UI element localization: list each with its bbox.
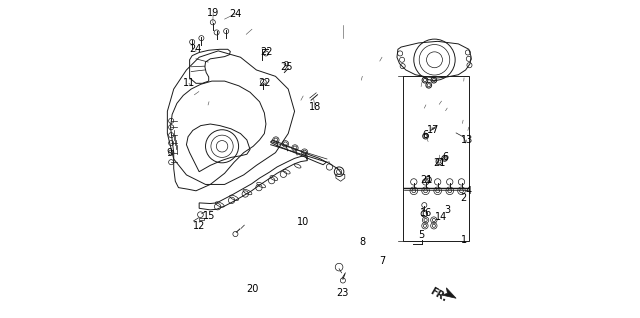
Text: 25: 25	[281, 62, 293, 73]
Text: 17: 17	[427, 125, 440, 135]
Text: 20: 20	[246, 284, 258, 294]
Text: 14: 14	[435, 212, 447, 222]
Text: 3: 3	[444, 205, 451, 215]
Text: 7: 7	[379, 256, 385, 266]
Text: 11: 11	[183, 78, 195, 88]
Text: 4: 4	[466, 186, 472, 196]
Text: 8: 8	[359, 237, 365, 247]
Text: FR.: FR.	[428, 286, 449, 304]
Polygon shape	[442, 288, 456, 298]
Text: 21: 21	[420, 175, 433, 185]
Text: 22: 22	[260, 46, 273, 57]
Text: 15: 15	[203, 211, 215, 221]
Text: 19: 19	[207, 8, 220, 18]
Text: 10: 10	[297, 217, 309, 227]
Text: 13: 13	[460, 135, 473, 145]
Text: 24: 24	[229, 9, 241, 19]
Text: 1: 1	[461, 235, 467, 245]
Text: 24: 24	[189, 44, 202, 54]
Text: 16: 16	[420, 208, 432, 218]
Text: 6: 6	[422, 130, 429, 140]
Text: 18: 18	[308, 102, 321, 113]
Text: 5: 5	[419, 230, 425, 240]
Text: 23: 23	[337, 287, 349, 298]
Text: 21: 21	[433, 158, 445, 168]
Text: 9: 9	[166, 148, 173, 158]
Text: 12: 12	[193, 221, 205, 232]
Text: 2: 2	[460, 193, 466, 203]
Text: 22: 22	[259, 78, 271, 88]
Text: 6: 6	[442, 152, 449, 162]
